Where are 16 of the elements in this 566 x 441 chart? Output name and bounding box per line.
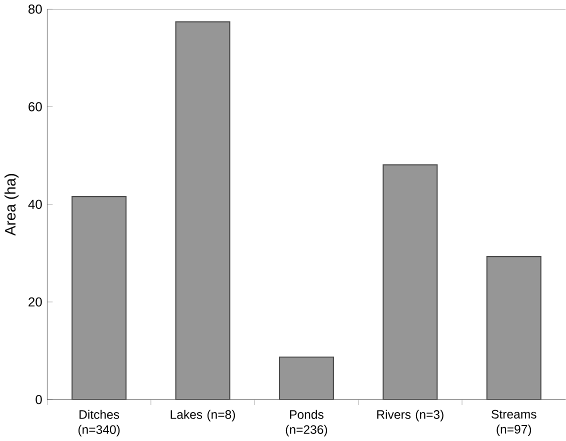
x-tick-label: Lakes (n=8) bbox=[170, 410, 235, 422]
y-tick-label: 80 bbox=[28, 4, 42, 14]
x-tick-label: Ponds (n=236) bbox=[286, 410, 328, 436]
x-tick-label: Streams (n=97) bbox=[492, 410, 536, 436]
bar bbox=[486, 256, 542, 400]
y-tick-label: 40 bbox=[28, 200, 42, 209]
y-tick-label: 60 bbox=[28, 102, 42, 112]
y-tick-label: 0 bbox=[36, 395, 42, 404]
bar bbox=[382, 164, 438, 400]
bar bbox=[278, 356, 334, 400]
y-axis-title: Area (ha) bbox=[4, 174, 19, 236]
x-tick-label: Ditches (n=340) bbox=[78, 410, 120, 436]
x-tick-label: Rivers (n=3) bbox=[377, 410, 444, 422]
bar bbox=[175, 21, 230, 400]
y-tick-label: 20 bbox=[28, 297, 42, 307]
bar bbox=[72, 196, 127, 400]
